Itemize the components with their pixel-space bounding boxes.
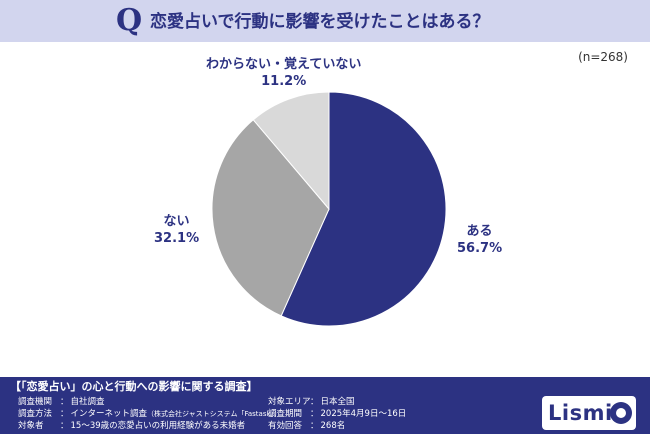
info-separator: ： <box>310 397 319 407</box>
info-value: 15～39歳の恋愛占いの利用経験がある未婚者 <box>70 421 246 431</box>
info-separator: ： <box>60 409 69 419</box>
info-value: インターネット調査 <box>70 409 148 419</box>
info-key: 調査機関 <box>18 397 53 407</box>
info-value: 268名 <box>320 421 346 431</box>
info-row-method: 調査方法 ：インターネット調査（株式会社ジャストシステム「Fastask」） <box>18 408 281 420</box>
info-row-target: 対象者 ： 15～39歳の恋愛占いの利用経験がある未婚者 <box>18 420 245 432</box>
lismio-logo: Lismi <box>542 396 636 430</box>
info-value: 自社調査 <box>70 397 105 407</box>
info-key: 対象エリア <box>268 397 311 407</box>
info-separator: ： <box>60 397 69 407</box>
survey-info-footer: 【「恋愛占い」の心と行動への影響に関する調査】 調査機関：自社調査 調査方法：イ… <box>0 377 650 434</box>
slice-category-wakaranai: わからない・覚えていない <box>206 57 362 72</box>
info-row-organization: 調査機関 ：自社調査 <box>18 396 105 408</box>
pie-slice-aru <box>280 91 447 327</box>
info-row-period: 調査期間 ： 2025年4月9日～16日 <box>268 408 406 420</box>
slice-label-nai: ない 32.1% <box>154 213 199 247</box>
info-value: 2025年4月9日～16日 <box>320 409 407 419</box>
slice-category-aru: ある <box>466 224 493 239</box>
pie-slice-nai <box>211 119 330 317</box>
info-key: 調査方法 <box>18 409 53 419</box>
info-row-responses: 有効回答 ： 268名 <box>268 420 345 432</box>
sample-size: (n=268) <box>578 50 628 64</box>
survey-title: 【「恋愛占い」の心と行動への影響に関する調査】 <box>10 380 258 393</box>
info-key: 対象者 <box>18 421 44 431</box>
info-row-area: 対象エリア： 日本全国 <box>268 396 355 408</box>
q-mark-icon: Q <box>116 3 143 38</box>
slice-value-nai: 32.1% <box>154 231 200 246</box>
pie-slice-wakaranai <box>252 91 330 211</box>
info-separator: ： <box>60 421 69 431</box>
slice-category-nai: ない <box>163 214 190 229</box>
question-title: 恋愛占いで行動に影響を受けたことはある？ <box>150 12 490 32</box>
logo-text: Lismi <box>548 401 613 425</box>
info-note: （株式会社ジャストシステム「Fastask」） <box>147 410 282 418</box>
info-key: 有効回答 <box>268 421 303 431</box>
info-separator: ： <box>310 421 319 431</box>
slice-label-aru: ある 56.7% <box>457 223 502 257</box>
slice-value-aru: 56.7% <box>457 241 503 256</box>
info-key: 調査期間 <box>268 409 303 419</box>
slice-label-wakaranai: わからない・覚えていない 11.2% <box>206 56 361 90</box>
info-separator: ： <box>310 409 319 419</box>
question-header: Q 恋愛占いで行動に影響を受けたことはある？ <box>0 0 650 42</box>
slice-value-wakaranai: 11.2% <box>261 74 307 89</box>
info-value: 日本全国 <box>320 397 355 407</box>
pie-chart <box>211 91 447 327</box>
logo-mark-icon <box>610 402 632 424</box>
